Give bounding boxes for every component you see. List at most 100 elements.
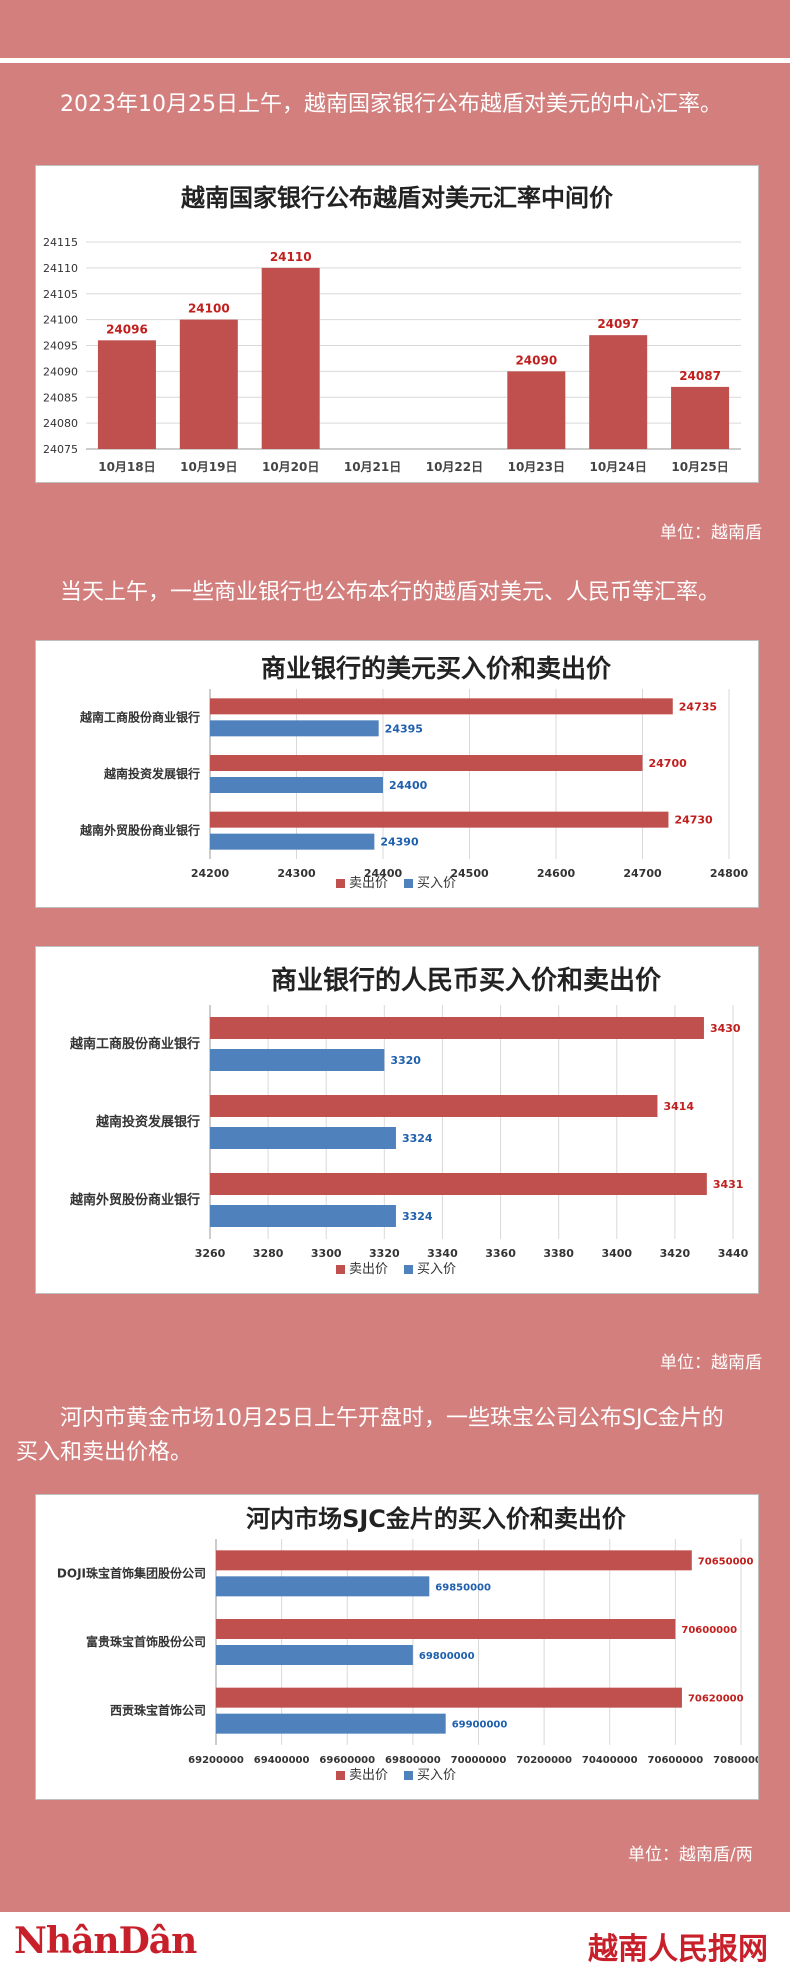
- x-tick-label: 70600000: [648, 1755, 704, 1766]
- x-tick-label: 70800000: [713, 1755, 758, 1766]
- bar: [97, 340, 156, 449]
- category-label: 越南外贸股份商业银行: [79, 823, 200, 838]
- x-tick-label: 10月20日: [262, 460, 319, 474]
- x-tick-label: 3400: [601, 1247, 632, 1260]
- data-label: 24110: [270, 250, 312, 264]
- chart-card-3: 商业银行的人民币买入价和卖出价 3260 3280 3300 3320 3340 3360 3…: [35, 946, 759, 1294]
- buy-bar: [216, 1645, 413, 1665]
- site-name-logo[interactable]: 越南人民报网: [588, 1932, 768, 1967]
- intro-paragraph-1: 2023年10月25日上午，越南国家银行公布越盾对美元的中心汇率。: [60, 92, 722, 117]
- data-label: 3320: [390, 1054, 421, 1067]
- x-tick-label: 3280: [253, 1247, 284, 1260]
- legend-label: 买入价: [417, 1768, 456, 1783]
- sell-bar: [216, 1619, 676, 1639]
- legend-swatch-buy: [404, 1771, 413, 1780]
- footer: NhânDân 越南人民报网: [0, 1912, 790, 1975]
- y-tick-label: 24105: [43, 288, 78, 301]
- x-tick-label: 10月23日: [508, 460, 565, 474]
- data-label: 24096: [106, 322, 148, 336]
- sell-bar: [210, 1173, 707, 1195]
- legend-label: 买入价: [417, 1262, 456, 1277]
- bar: [671, 386, 730, 449]
- top-divider: [0, 58, 790, 63]
- chart-title: 商业银行的人民币买入价和卖出价: [271, 965, 662, 996]
- x-tick-label: 10月25日: [671, 460, 728, 474]
- data-label: 24400: [389, 779, 428, 792]
- sell-bar: [210, 698, 673, 715]
- data-label: 3431: [713, 1178, 744, 1191]
- legend-swatch-buy: [404, 879, 413, 888]
- data-label: 24087: [679, 369, 721, 383]
- legend-label: 卖出价: [349, 876, 388, 891]
- sell-bar: [216, 1687, 682, 1708]
- data-label: 24390: [380, 836, 419, 849]
- y-tick-label: 24075: [43, 443, 78, 456]
- x-tick-label: 69800000: [385, 1755, 441, 1766]
- x-tick-label: 10月21日: [344, 460, 401, 474]
- x-tick-label: 24400: [364, 867, 403, 880]
- bar: [179, 319, 238, 449]
- x-tick-label: 24200: [191, 867, 230, 880]
- data-label: 3324: [402, 1132, 433, 1145]
- y-tick-label: 24115: [43, 236, 78, 249]
- x-tick-label: 24800: [710, 867, 749, 880]
- bar: [507, 371, 566, 449]
- x-tick-label: 69600000: [319, 1755, 375, 1766]
- x-tick-label: 10月18日: [98, 460, 155, 474]
- y-tick-label: 24100: [43, 314, 78, 327]
- x-tick-label: 3440: [718, 1247, 749, 1260]
- x-tick-label: 3300: [311, 1247, 342, 1260]
- usd-rate-chart: 商业银行的美元买入价和卖出价 24200 24300 24400 24500 24600 2…: [79, 654, 749, 891]
- data-label: 3324: [402, 1210, 433, 1223]
- x-tick-label: 24600: [537, 867, 576, 880]
- legend-swatch-sell: [336, 1771, 345, 1780]
- data-label: 24730: [674, 814, 713, 827]
- x-tick-label: 3360: [485, 1247, 516, 1260]
- legend-swatch-buy: [404, 1265, 413, 1274]
- y-tick-label: 24090: [43, 365, 78, 378]
- legend-label: 卖出价: [349, 1768, 388, 1783]
- intro-paragraph-3-line2: 买入和卖出价格。: [16, 1440, 193, 1465]
- bar: [589, 335, 648, 449]
- x-tick-label: 69200000: [188, 1755, 244, 1766]
- sell-bar: [210, 755, 643, 771]
- category-label: 越南投资发展银行: [103, 766, 200, 781]
- buy-bar: [210, 1049, 385, 1071]
- data-label: 24395: [385, 722, 423, 735]
- legend-label: 卖出价: [349, 1262, 388, 1277]
- data-label: 70620000: [688, 1694, 744, 1705]
- x-tick-label: 10月19日: [180, 460, 237, 474]
- sell-bar: [210, 811, 669, 828]
- buy-bar: [210, 777, 383, 793]
- data-label: 24735: [679, 700, 717, 713]
- x-tick-label: 70400000: [582, 1755, 638, 1766]
- x-tick-label: 10月24日: [589, 460, 646, 474]
- y-tick-label: 24080: [43, 417, 78, 430]
- data-label: 24100: [188, 302, 230, 316]
- intro-paragraph-2: 当天上午，一些商业银行也公布本行的越盾对美元、人民币等汇率。: [60, 580, 721, 605]
- data-label: 24700: [649, 757, 688, 770]
- buy-bar: [216, 1576, 430, 1597]
- category-label: 越南工商股份商业银行: [69, 1036, 200, 1052]
- buy-bar: [210, 720, 379, 737]
- nhandan-logo[interactable]: NhânDân: [14, 1920, 197, 1962]
- chart-card-4: 河内市场SJC金片的买入价和卖出价 69200000 69400000 6960000…: [35, 1494, 759, 1800]
- x-tick-label: 24500: [450, 867, 489, 880]
- top-banner: [0, 0, 790, 60]
- data-label: 69850000: [435, 1582, 491, 1593]
- data-label: 3414: [663, 1100, 694, 1113]
- data-label: 24090: [515, 353, 557, 367]
- x-tick-label: 69400000: [254, 1755, 310, 1766]
- buy-bar: [210, 1205, 396, 1227]
- y-tick-label: 24110: [43, 262, 78, 275]
- buy-bar: [210, 833, 375, 850]
- x-tick-label: 3260: [195, 1247, 226, 1260]
- chart-card-1: 越南国家银行公布越盾对美元汇率中间价 24075 24080 24085 24090 24…: [35, 165, 759, 483]
- central-rate-chart: 越南国家银行公布越盾对美元汇率中间价 24075 24080 24085 24090 24…: [43, 183, 741, 474]
- cny-rate-chart: 商业银行的人民币买入价和卖出价 3260 3280 3300 3320 3340 3360 3…: [69, 965, 749, 1277]
- bar: [261, 267, 320, 449]
- legend-label: 买入价: [417, 876, 456, 891]
- data-label: 70600000: [681, 1625, 737, 1636]
- x-tick-label: 10月22日: [426, 460, 483, 474]
- data-label: 70650000: [698, 1556, 754, 1567]
